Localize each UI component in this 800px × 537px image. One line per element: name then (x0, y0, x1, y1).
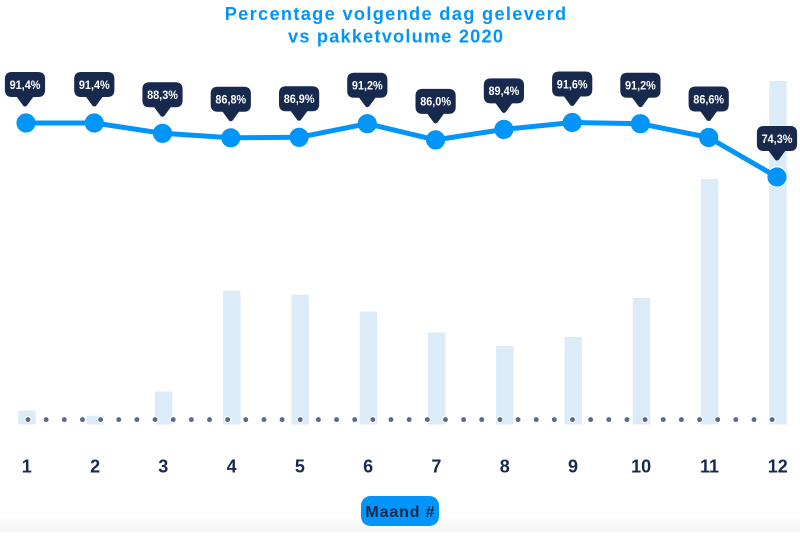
svg-text:11: 11 (700, 457, 719, 477)
svg-text:91,6%: 91,6% (557, 77, 588, 91)
svg-text:86,9%: 86,9% (284, 92, 315, 106)
svg-text:5: 5 (295, 457, 305, 477)
svg-text:91,2%: 91,2% (352, 79, 383, 93)
svg-text:91,4%: 91,4% (10, 78, 41, 92)
svg-text:10: 10 (631, 457, 651, 477)
svg-text:9: 9 (568, 457, 578, 477)
svg-text:6: 6 (363, 457, 373, 477)
svg-text:86,0%: 86,0% (420, 95, 451, 109)
svg-text:91,4%: 91,4% (79, 78, 110, 92)
svg-text:86,6%: 86,6% (693, 92, 724, 106)
svg-text:89,4%: 89,4% (489, 84, 520, 98)
svg-text:86,8%: 86,8% (215, 93, 246, 107)
svg-text:88,3%: 88,3% (147, 88, 178, 102)
svg-text:74,3%: 74,3% (762, 132, 793, 146)
svg-text:Percentage volgende dag geleve: Percentage volgende dag geleverd (225, 4, 568, 24)
svg-text:12: 12 (768, 457, 788, 477)
svg-text:Maand #: Maand # (365, 504, 435, 521)
svg-text:2: 2 (90, 457, 100, 477)
svg-text:4: 4 (227, 457, 237, 477)
svg-text:91,2%: 91,2% (625, 79, 656, 93)
svg-text:7: 7 (431, 457, 441, 477)
svg-text:3: 3 (158, 457, 168, 477)
svg-text:vs pakketvolume 2020: vs pakketvolume 2020 (288, 27, 504, 47)
svg-text:8: 8 (500, 457, 510, 477)
svg-text:1: 1 (22, 457, 32, 477)
